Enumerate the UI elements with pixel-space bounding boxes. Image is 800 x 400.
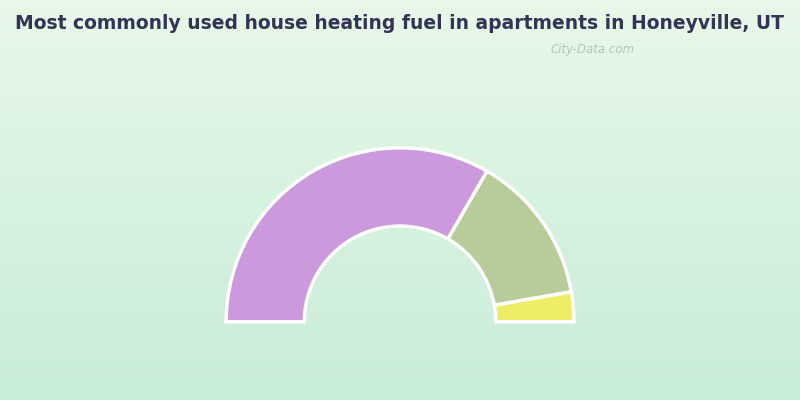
Wedge shape (448, 171, 571, 305)
Wedge shape (494, 292, 574, 322)
Text: Most commonly used house heating fuel in apartments in Honeyville, UT: Most commonly used house heating fuel in… (15, 14, 785, 33)
Text: City-Data.com: City-Data.com (550, 44, 634, 56)
Wedge shape (226, 148, 487, 322)
